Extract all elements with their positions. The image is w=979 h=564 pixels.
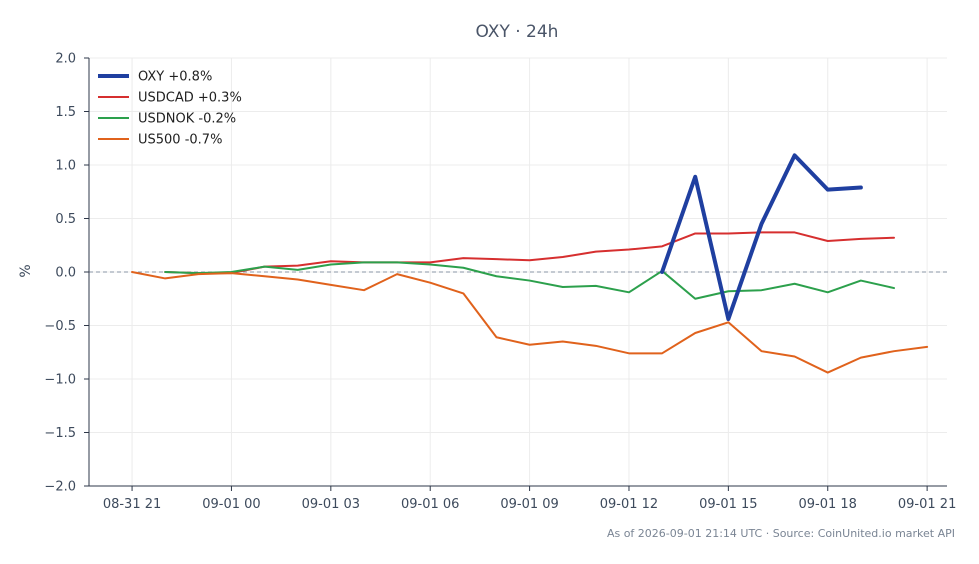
y-tick-label: 1.5 <box>55 105 76 120</box>
x-tick-label: 09-01 00 <box>202 497 260 512</box>
y-axis-label: % <box>18 264 34 277</box>
x-tick-label: 08-31 21 <box>103 497 161 512</box>
x-tick-label: 09-01 09 <box>500 497 558 512</box>
y-tick-label: 0.0 <box>55 266 76 281</box>
legend: OXY +0.8% USDCAD +0.3% USDNOK -0.2% US500 -… <box>98 70 242 148</box>
series-line-us500 <box>131 271 929 374</box>
x-tick-label: 09-01 15 <box>699 497 757 512</box>
legend-label-usdnok: USDNOK -0.2% <box>138 112 236 127</box>
y-tick-label: −2.0 <box>44 480 76 495</box>
y-tick-label: 0.5 <box>55 212 76 227</box>
y-tick-label: 2.0 <box>55 52 76 67</box>
x-tick-label: 09-01 21 <box>898 497 956 512</box>
x-axis-ticks: 08-31 21 09-01 00 09-01 03 09-01 06 09-01 09… <box>103 486 956 512</box>
x-tick-label: 09-01 18 <box>799 497 857 512</box>
source-footer: As of 2026-09-01 21:14 UTC · Source: Coi… <box>607 527 955 540</box>
y-axis-ticks: 2.0 1.5 1.0 0.5 0.0 −0.5 −1.0 −1.5 −2.0 <box>44 52 89 495</box>
legend-label-usdcad: USDCAD +0.3% <box>138 91 242 106</box>
y-tick-label: 1.0 <box>55 159 76 174</box>
series-group <box>131 153 929 374</box>
chart-title: OXY · 24h <box>476 22 559 42</box>
x-tick-label: 09-01 03 <box>302 497 360 512</box>
y-tick-label: −1.0 <box>44 373 76 388</box>
series-line-usdcad <box>164 231 895 275</box>
x-tick-label: 09-01 06 <box>401 497 459 512</box>
legend-label-oxy: OXY +0.8% <box>138 70 212 85</box>
x-tick-label: 09-01 12 <box>600 497 658 512</box>
series-line-oxy <box>660 153 863 322</box>
y-tick-label: −0.5 <box>44 319 76 334</box>
y-tick-label: −1.5 <box>44 426 76 441</box>
series-line-usdnok <box>164 261 895 300</box>
legend-label-us500: US500 -0.7% <box>138 133 222 148</box>
